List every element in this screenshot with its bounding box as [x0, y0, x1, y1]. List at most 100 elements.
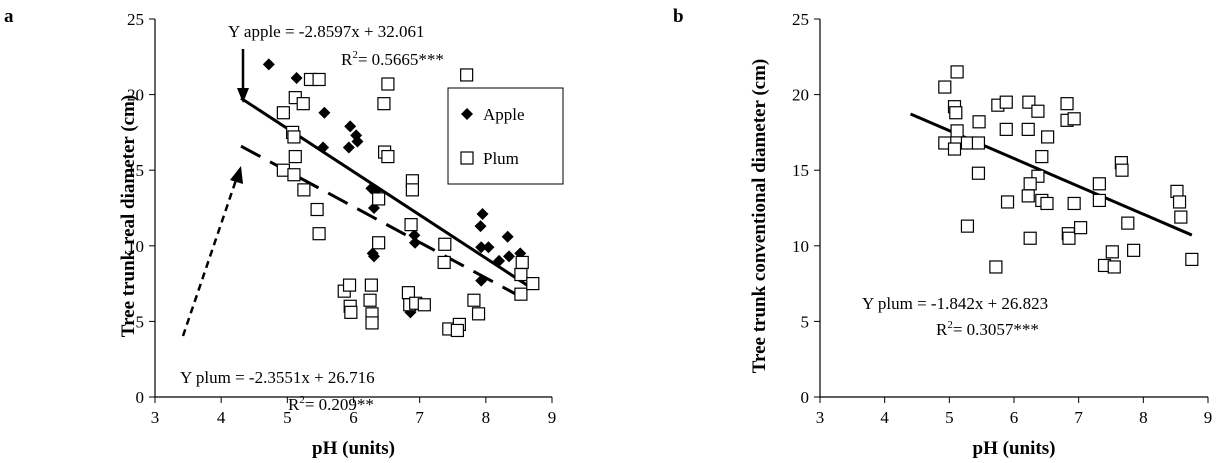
data-point-plum — [287, 168, 301, 182]
data-point-plum — [342, 278, 357, 292]
data-point-plum — [1185, 252, 1199, 267]
data-point-plum — [1021, 122, 1035, 136]
data-point-apple — [475, 241, 488, 254]
data-point-plum — [460, 68, 474, 82]
arrow-plum-head — [230, 166, 243, 184]
data-point-plum — [467, 293, 481, 307]
data-point-plum — [1041, 130, 1055, 144]
data-point-apple — [317, 141, 330, 154]
data-point-plum — [417, 298, 431, 312]
x-axis-title: pH (units) — [973, 438, 1056, 459]
data-point-plum — [949, 106, 963, 120]
data-point-plum — [947, 142, 962, 156]
y-tick-label: 5 — [136, 312, 145, 331]
data-point-plum — [450, 323, 464, 338]
data-point-apple — [493, 254, 506, 267]
data-point-apple — [475, 274, 488, 287]
chart-panel-a: a 3 4 5 6 7 8 9 0 5 10 15 20 25 pH (units) Tree trunk r… — [4, 6, 564, 459]
data-point-plum — [365, 316, 379, 330]
y-tick-label: 20 — [792, 86, 809, 105]
data-point-plum — [381, 77, 395, 91]
x-axis-title: pH (units) — [312, 438, 395, 459]
data-point-plum — [960, 219, 975, 233]
data-point-plum — [1074, 221, 1088, 235]
x-tick-label: 6 — [349, 408, 358, 427]
r-squared-plum: R2= 0.209** — [288, 394, 374, 414]
data-point-apple — [344, 120, 357, 133]
data-point-apple — [502, 250, 515, 263]
y-tick-label: 15 — [127, 161, 144, 180]
data-point-plum — [526, 277, 540, 291]
data-point-plum — [310, 202, 324, 217]
x-tick-label: 3 — [151, 408, 160, 427]
data-point-plum — [1174, 210, 1188, 224]
data-point-apple — [342, 141, 355, 154]
chart-panel-b: b 3 4 5 6 7 8 9 0 5 10 15 20 25 pH (units) Tree trunk c… — [673, 6, 1212, 459]
data-point-plum — [1040, 196, 1054, 211]
data-point-plum — [950, 65, 964, 79]
r-squared-plum: R2= 0.3057*** — [936, 319, 1039, 339]
data-point-plum — [405, 183, 419, 197]
data-point-plum — [1092, 193, 1106, 208]
data-point-plum — [1000, 195, 1015, 209]
x-tick-label: 6 — [1010, 408, 1019, 427]
y-tick-label: 25 — [792, 10, 809, 29]
data-point-plum — [514, 287, 528, 301]
data-point-apple — [368, 250, 381, 263]
data-point-plum — [312, 227, 326, 241]
data-point-plum — [1121, 216, 1135, 230]
data-point-plum — [296, 97, 310, 111]
data-point-plum — [972, 115, 986, 129]
data-point-plum — [1023, 231, 1037, 245]
equation-plum: Y plum = -1.842x + 26.823 — [862, 294, 1048, 313]
data-point-plum — [288, 149, 302, 164]
x-tick-label: 4 — [880, 408, 889, 427]
data-point-plum — [1107, 260, 1121, 274]
data-point-apple — [409, 236, 422, 249]
data-point-plum — [1172, 195, 1187, 209]
legend-box — [447, 87, 564, 185]
data-point-apple — [501, 230, 514, 243]
data-point-apple — [290, 71, 303, 84]
data-point-plum — [515, 255, 529, 270]
y-tick-label: 25 — [127, 10, 144, 29]
x-tick-label: 3 — [816, 408, 825, 427]
y-tick-label: 0 — [136, 388, 145, 407]
data-point-plum — [960, 136, 975, 150]
x-tick-label: 8 — [1139, 408, 1148, 427]
y-tick-label: 0 — [801, 388, 810, 407]
y-tick-label: 10 — [792, 237, 809, 256]
y-tick-label: 5 — [801, 312, 810, 331]
data-point-plum — [312, 72, 326, 87]
data-point-plum — [471, 307, 486, 321]
data-point-plum — [372, 236, 386, 250]
data-point-plum — [950, 124, 964, 138]
data-point-plum — [1092, 177, 1106, 191]
data-point-plum — [276, 106, 290, 120]
data-point-plum — [364, 278, 378, 292]
data-point-plum — [1062, 231, 1076, 245]
data-point-apple — [482, 241, 495, 254]
x-tick-label: 5 — [945, 408, 954, 427]
panel-letter: a — [4, 6, 14, 27]
data-point-plum — [1021, 189, 1035, 203]
data-point-plum — [363, 293, 377, 307]
y-tick-label: 20 — [127, 86, 144, 105]
data-point-plum — [514, 267, 528, 282]
data-point-plum — [437, 255, 451, 270]
legend-label-apple: Apple — [483, 105, 525, 124]
x-tick-label: 5 — [283, 408, 292, 427]
data-point-plum — [999, 122, 1013, 136]
data-point-plum — [297, 183, 311, 197]
data-point-plum — [344, 305, 358, 319]
legend-marker-apple — [461, 108, 473, 120]
legend-marker-plum — [460, 151, 474, 165]
data-point-apple — [262, 58, 275, 71]
data-point-plum — [1115, 163, 1129, 177]
x-tick-label: 9 — [548, 408, 557, 427]
data-point-apple — [408, 229, 421, 242]
data-point-plum — [1035, 149, 1049, 164]
data-point-plum — [989, 260, 1003, 274]
y-axis-title: Tree trunk real diameter (cm) — [118, 95, 139, 337]
